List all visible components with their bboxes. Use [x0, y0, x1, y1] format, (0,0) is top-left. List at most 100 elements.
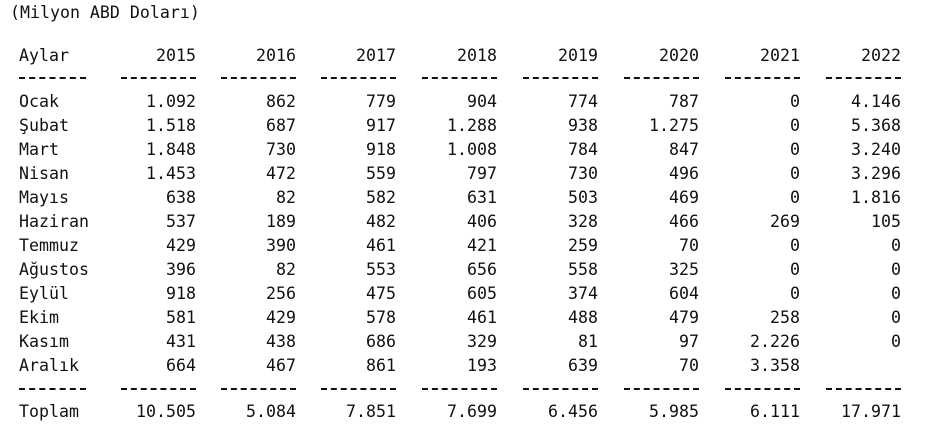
cell-value: 1.275 [649, 116, 699, 135]
cell-value: 431 [166, 332, 196, 351]
cell-value: 558 [568, 260, 598, 279]
cell-value: 774 [568, 92, 598, 111]
separator-row [0, 377, 948, 401]
cell-value: 482 [366, 212, 396, 231]
row-label: Mayıs [19, 188, 69, 207]
cell-value: 582 [366, 188, 396, 207]
dash-separator [523, 77, 598, 79]
row-label: Temmuz [19, 236, 79, 255]
cell-value: 503 [568, 188, 598, 207]
dash-separator [221, 388, 296, 390]
cell-value: 656 [467, 260, 497, 279]
cell-value: 1.848 [146, 140, 196, 159]
cell-value: 2015 [156, 46, 196, 65]
dash-separator [725, 77, 800, 79]
cell-value: 496 [669, 164, 699, 183]
cell-value: 259 [568, 236, 598, 255]
cell-value: 0 [891, 308, 901, 327]
cell-value: 467 [266, 356, 296, 375]
cell-value: 438 [266, 332, 296, 351]
cell-value: 81 [578, 332, 598, 351]
cell-value: 10.505 [136, 402, 196, 421]
dash-separator [826, 388, 901, 390]
table-row: Aralık 664 467 861 193 639 70 3.358 [0, 354, 948, 378]
cell-value: 779 [366, 92, 396, 111]
cell-value: 918 [366, 140, 396, 159]
cell-value: 17.971 [841, 402, 901, 421]
cell-value: 797 [467, 164, 497, 183]
cell-value: 917 [366, 116, 396, 135]
dash-separator [19, 388, 86, 390]
table-row: Kasım 431 438 686 329 81 97 2.226 0 [0, 330, 948, 354]
cell-value: 730 [568, 164, 598, 183]
table-row: Haziran 537 189 482 406 328 466 269 105 [0, 210, 948, 234]
cell-value: 6.111 [750, 402, 800, 421]
cell-value: 466 [669, 212, 699, 231]
row-label: Ekim [19, 308, 59, 327]
cell-value: 0 [891, 260, 901, 279]
cell-value: 664 [166, 356, 196, 375]
cell-value: 0 [790, 284, 800, 303]
cell-value: 638 [166, 188, 196, 207]
cell-value: 461 [467, 308, 497, 327]
cell-value: 2.226 [750, 332, 800, 351]
cell-value: 605 [467, 284, 497, 303]
cell-value: 862 [266, 92, 296, 111]
cell-value: 578 [366, 308, 396, 327]
cell-value: 1.008 [447, 140, 497, 159]
cell-value: 861 [366, 356, 396, 375]
row-label: Haziran [19, 212, 89, 231]
cell-value: 189 [266, 212, 296, 231]
cell-value: 82 [276, 188, 296, 207]
cell-value: 258 [770, 308, 800, 327]
cell-value: 0 [790, 188, 800, 207]
cell-value: 904 [467, 92, 497, 111]
cell-value: 6.456 [548, 402, 598, 421]
cell-value: 421 [467, 236, 497, 255]
cell-value: 406 [467, 212, 497, 231]
cell-value: 475 [366, 284, 396, 303]
dash-separator [624, 388, 699, 390]
dash-separator [725, 388, 800, 390]
cell-value: 2019 [558, 46, 598, 65]
cell-value: 686 [366, 332, 396, 351]
row-label: Toplam [19, 402, 79, 421]
cell-value: 784 [568, 140, 598, 159]
row-label: Aylar [19, 46, 69, 65]
cell-value: 1.092 [146, 92, 196, 111]
cell-value: 0 [790, 164, 800, 183]
cell-value: 631 [467, 188, 497, 207]
cell-value: 461 [366, 236, 396, 255]
cell-value: 639 [568, 356, 598, 375]
cell-value: 256 [266, 284, 296, 303]
cell-value: 479 [669, 308, 699, 327]
cell-value: 396 [166, 260, 196, 279]
table-row: Mayıs 638 82 582 631 503 469 0 1.816 [0, 186, 948, 210]
row-label: Kasım [19, 332, 69, 351]
row-label: Şubat [19, 116, 69, 135]
cell-value: 0 [790, 260, 800, 279]
row-label: Ağustos [19, 260, 89, 279]
cell-value: 553 [366, 260, 396, 279]
row-label: Eylül [19, 284, 69, 303]
row-label: Ocak [19, 92, 59, 111]
cell-value: 604 [669, 284, 699, 303]
dash-separator [19, 77, 86, 79]
cell-value: 0 [891, 236, 901, 255]
cell-value: 5.084 [246, 402, 296, 421]
cell-value: 3.240 [851, 140, 901, 159]
table-row: Ağustos 396 82 553 656 558 325 0 0 [0, 258, 948, 282]
dash-separator [121, 388, 196, 390]
cell-value: 2018 [457, 46, 497, 65]
cell-value: 559 [366, 164, 396, 183]
cell-value: 938 [568, 116, 598, 135]
dash-separator [121, 77, 196, 79]
unit-label: (Milyon ABD Doları) [10, 3, 200, 22]
cell-value: 328 [568, 212, 598, 231]
row-label: Aralık [19, 356, 79, 375]
cell-value: 3.358 [750, 356, 800, 375]
row-label: Nisan [19, 164, 69, 183]
cell-value: 7.699 [447, 402, 497, 421]
cell-value: 1.288 [447, 116, 497, 135]
cell-value: 2020 [659, 46, 699, 65]
